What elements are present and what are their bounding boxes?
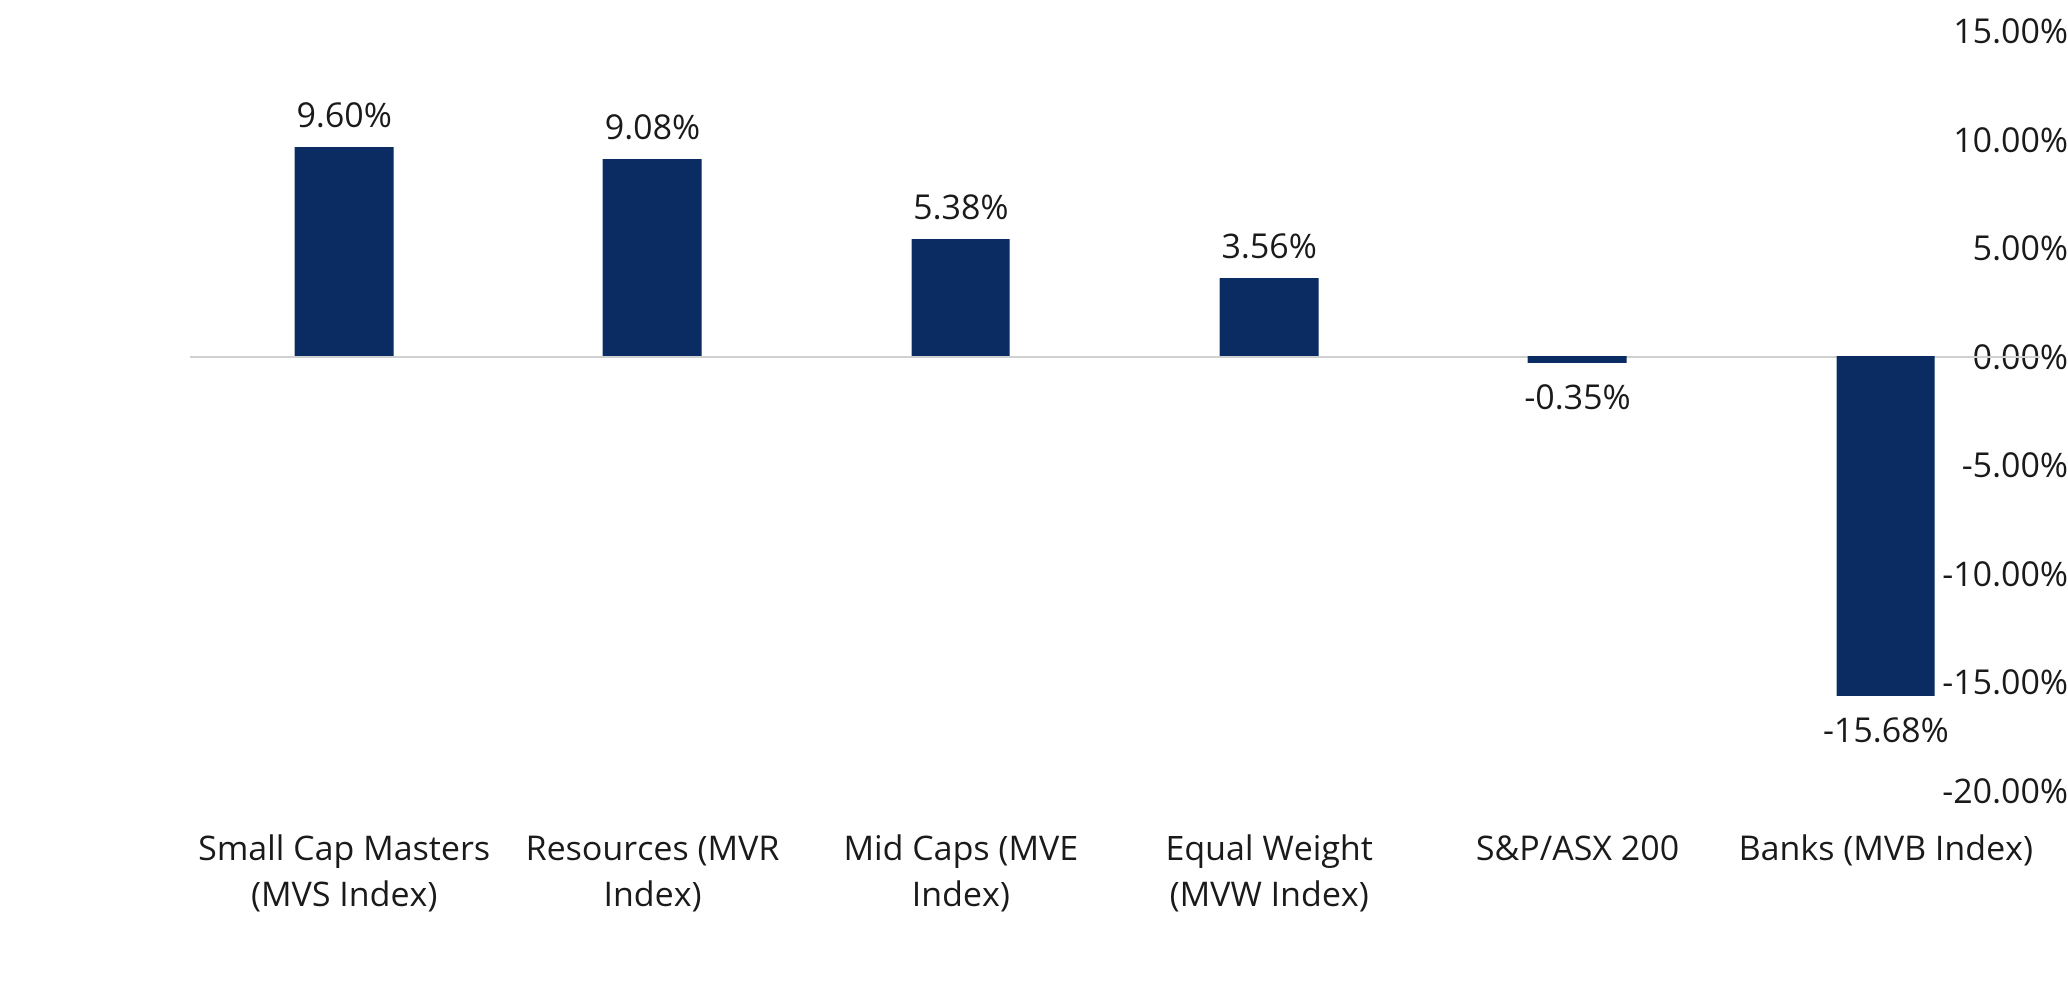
bar-slot: 9.08% — [498, 30, 806, 790]
bar — [295, 147, 394, 355]
data-label: 5.38% — [913, 183, 1008, 229]
bar-slot: 9.60% — [190, 30, 498, 790]
category-label: S&P/ASX 200 — [1428, 825, 1728, 871]
bar — [1528, 356, 1627, 364]
bar — [1220, 278, 1319, 355]
data-label: -15.68% — [1823, 706, 1949, 752]
bar-slot: -0.35% — [1423, 30, 1731, 790]
bar — [603, 159, 702, 356]
bar-slot: 5.38% — [807, 30, 1115, 790]
bar — [911, 239, 1010, 356]
category-label: Equal Weight (MVW Index) — [1119, 825, 1419, 917]
bar-slot: 3.56% — [1115, 30, 1423, 790]
bar — [1836, 356, 1935, 696]
category-label: Mid Caps (MVE Index) — [811, 825, 1111, 917]
category-label: Small Cap Masters (MVS Index) — [194, 825, 494, 917]
category-label: Banks (MVB Index) — [1736, 825, 2036, 871]
category-label: Resources (MVR Index) — [503, 825, 803, 917]
plot-area: 9.60% 9.08% 5.38% 3.56% -0.35% -15.68% — [190, 30, 2040, 790]
data-label: -0.35% — [1524, 373, 1630, 419]
data-label: 9.60% — [296, 91, 391, 137]
bar-chart: 15.00%10.00%5.00%0.00%-5.00%-10.00%-15.0… — [0, 0, 2068, 997]
bar-slot: -15.68% — [1732, 30, 2040, 790]
data-label: 9.08% — [605, 103, 700, 149]
data-label: 3.56% — [1221, 222, 1316, 268]
